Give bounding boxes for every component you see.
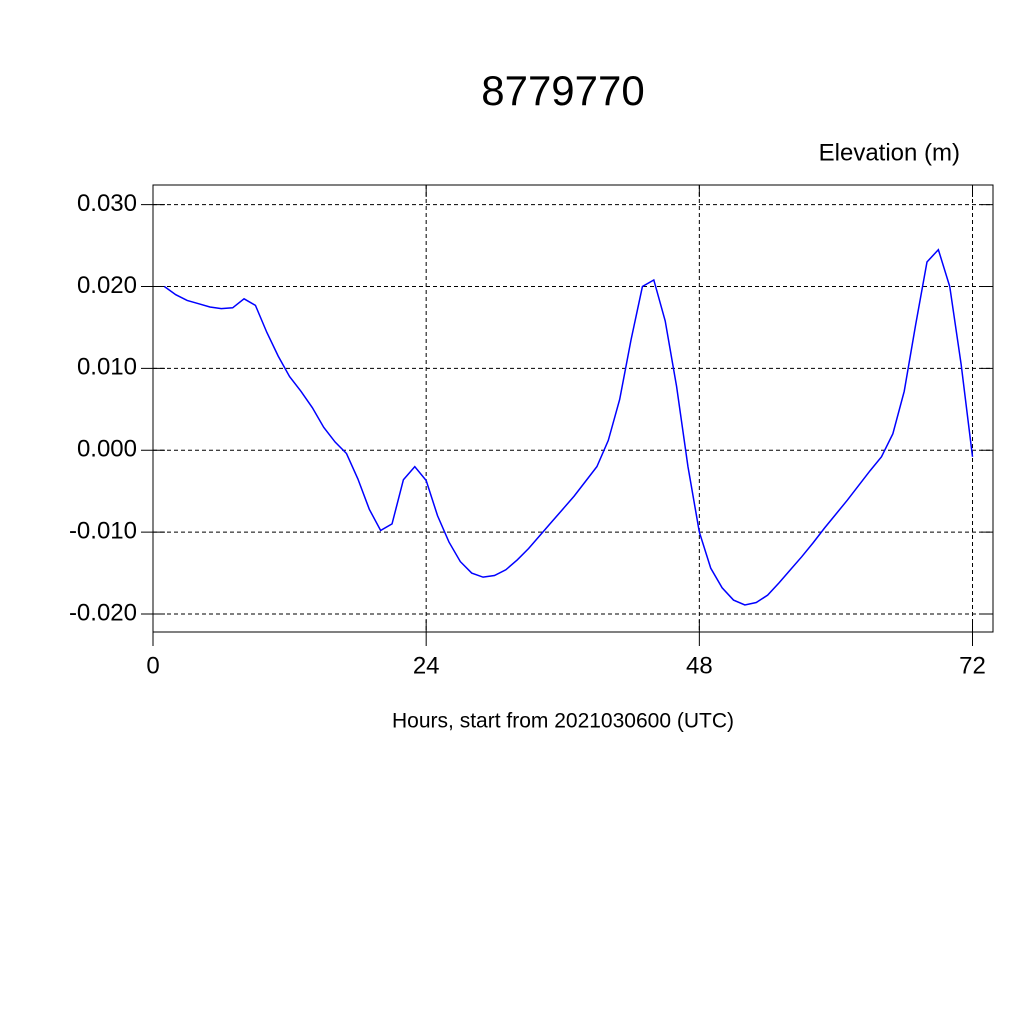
line-series: [163, 248, 974, 606]
plot-frame: [152, 184, 994, 633]
x-tick-label: 72: [959, 652, 986, 679]
chart-title: 8779770: [481, 67, 645, 114]
x-axis-label: Hours, start from 2021030600 (UTC): [392, 710, 734, 733]
y-tick-label: -0.020: [69, 599, 137, 626]
chart-subtitle: Elevation (m): [819, 139, 960, 166]
x-tick-label: 0: [146, 652, 159, 679]
y-tick-label: 0.020: [77, 272, 137, 299]
y-tick-label: 0.010: [77, 354, 137, 381]
x-tick-label: 24: [413, 652, 440, 679]
y-tick-label: -0.010: [69, 517, 137, 544]
x-tick-label: 48: [686, 652, 713, 679]
y-tick-label: 0.030: [77, 190, 137, 217]
y-tick-label: 0.000: [77, 436, 137, 463]
